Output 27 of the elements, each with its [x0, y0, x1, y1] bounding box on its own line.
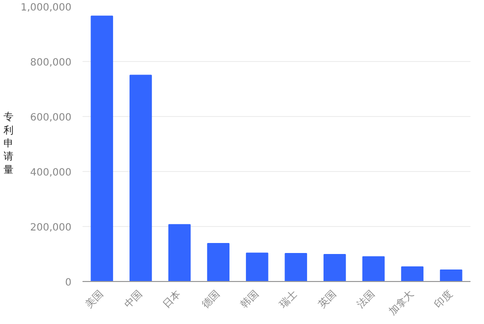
- x-tick-label: 瑞士: [277, 288, 300, 311]
- bar: [440, 269, 462, 282]
- y-tick-label: 800,000: [30, 58, 72, 68]
- bar: [168, 224, 191, 282]
- y-tick-label: 200,000: [30, 222, 72, 234]
- bar: [284, 252, 308, 282]
- y-tick-label: 400,000: [30, 168, 72, 178]
- x-tick-label: 英国: [316, 288, 339, 311]
- y-tick-label: 0: [65, 278, 72, 288]
- y-axis-title: 专利申请量: [4, 111, 14, 176]
- bar: [246, 252, 268, 282]
- y-tick-label: 1,000,000: [20, 2, 72, 14]
- x-tick-label: 美国: [83, 288, 106, 311]
- bar: [90, 16, 114, 282]
- y-tick-label: 600,000: [30, 112, 72, 124]
- x-tick-label: 法国: [354, 288, 378, 311]
- bar: [324, 254, 346, 282]
- x-tick-label: 中国: [122, 288, 145, 311]
- x-tick-label: 德国: [200, 288, 222, 311]
- x-tick-label: 韩国: [238, 288, 261, 311]
- bar: [130, 74, 152, 282]
- x-tick-label: 日本: [160, 288, 184, 311]
- bar: [362, 256, 385, 282]
- bar: [207, 243, 230, 282]
- x-tick-label: 印度: [432, 288, 455, 311]
- bar: [401, 266, 424, 282]
- x-tick-label: 加拿大: [386, 288, 416, 318]
